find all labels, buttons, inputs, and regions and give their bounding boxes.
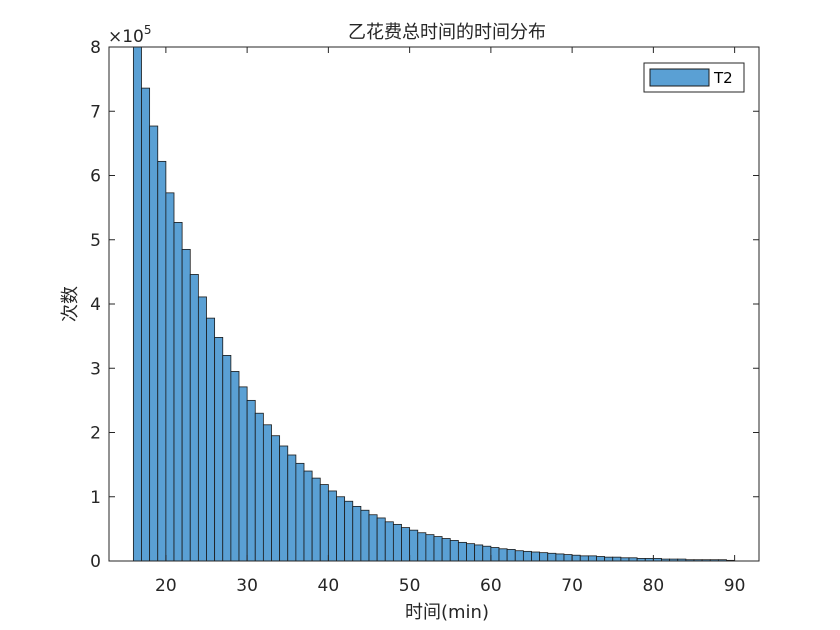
histogram-bar xyxy=(360,509,370,562)
histogram-bar xyxy=(254,412,264,562)
histogram-bar xyxy=(214,337,224,562)
histogram-bar xyxy=(498,548,508,562)
histogram-bar xyxy=(384,521,394,562)
histogram-bar xyxy=(417,532,427,562)
chart-title: 乙花费总时间的时间分布 xyxy=(348,22,546,43)
histogram-bar xyxy=(506,549,516,562)
x-axis-ticks: 20 30 40 50 60 70 80 90 xyxy=(155,47,745,596)
legend-swatch-t2 xyxy=(649,68,710,87)
histogram-bar xyxy=(457,541,467,562)
y-tick-label: 4 xyxy=(90,295,101,315)
histogram-bar xyxy=(482,545,492,562)
y-tick-label: 3 xyxy=(90,359,101,379)
histogram-bar xyxy=(352,505,362,562)
histogram-bar xyxy=(449,540,459,562)
histogram-bar xyxy=(246,399,256,562)
histogram-bar xyxy=(222,354,232,562)
histogram-bar xyxy=(539,552,549,562)
histogram-bar xyxy=(311,477,321,562)
x-tick-label: 20 xyxy=(155,576,177,596)
histogram-bar xyxy=(173,222,183,562)
histogram-bar xyxy=(206,317,216,562)
y-axis-multiplier: ×105 xyxy=(108,23,152,47)
histogram-bar xyxy=(132,46,142,562)
y-tick-label: 7 xyxy=(90,102,101,122)
legend: T2 xyxy=(643,62,745,93)
x-tick-label: 30 xyxy=(236,576,258,596)
x-tick-label: 80 xyxy=(643,576,665,596)
histogram-bar xyxy=(587,555,597,562)
histogram-bar xyxy=(271,435,281,562)
y-axis-multiplier-base: ×10 xyxy=(108,27,144,47)
legend-label-t2: T2 xyxy=(713,69,733,87)
histogram-bar xyxy=(295,462,305,562)
x-tick-label: 50 xyxy=(399,576,421,596)
histogram-bar xyxy=(141,87,151,562)
x-tick-label: 70 xyxy=(561,576,583,596)
y-tick-label: 2 xyxy=(90,424,101,444)
histogram-bar xyxy=(612,556,622,562)
y-axis-label: 次数 xyxy=(60,286,81,322)
histogram-bar xyxy=(303,470,313,562)
histogram-bar xyxy=(319,484,329,562)
histogram-bar xyxy=(149,125,159,562)
histogram-bar xyxy=(336,496,346,562)
y-tick-label: 1 xyxy=(90,488,101,508)
histogram-bar xyxy=(401,527,411,562)
histogram-bar xyxy=(547,552,557,562)
histogram-bar xyxy=(279,445,289,562)
y-tick-label: 6 xyxy=(90,167,101,187)
histogram-bar xyxy=(368,514,378,562)
histogram-bar xyxy=(522,550,532,562)
histogram-bar xyxy=(344,500,354,562)
y-tick-label: 8 xyxy=(90,38,101,58)
histogram-bar xyxy=(376,517,386,562)
histogram-bar xyxy=(157,160,167,562)
histogram-bar xyxy=(181,248,191,562)
histogram-bar xyxy=(197,296,207,562)
histogram-bar xyxy=(571,554,581,562)
histogram-bar xyxy=(327,490,337,562)
y-axis-multiplier-exponent: 5 xyxy=(144,23,152,37)
x-axis-label: 时间(min) xyxy=(405,602,489,623)
histogram-bar xyxy=(165,192,175,562)
histogram-bar xyxy=(441,538,451,562)
histogram-bar xyxy=(531,551,541,562)
histogram-bar xyxy=(604,556,614,562)
histogram-bar xyxy=(189,274,199,562)
histogram-bar xyxy=(409,529,419,562)
histogram-bar xyxy=(238,386,248,562)
x-tick-label: 90 xyxy=(724,576,746,596)
x-tick-label: 60 xyxy=(480,576,502,596)
histogram-bar xyxy=(596,556,606,562)
histogram-bar xyxy=(555,553,565,562)
histogram-bar xyxy=(466,543,476,562)
histogram-bar xyxy=(433,536,443,562)
x-tick-label: 40 xyxy=(318,576,340,596)
histogram-bar xyxy=(425,534,435,562)
histogram-bar xyxy=(287,454,297,562)
y-tick-label: 0 xyxy=(90,552,101,572)
histogram-bar xyxy=(490,547,500,562)
y-axis-ticks: 0 1 2 3 4 5 6 7 8 xyxy=(90,38,759,572)
histogram-bar xyxy=(563,554,573,562)
histogram-bar xyxy=(392,523,402,562)
y-tick-label: 5 xyxy=(90,231,101,251)
histogram-bar xyxy=(579,555,589,562)
histogram-bar xyxy=(262,424,272,562)
histogram-bar xyxy=(230,371,240,562)
histogram-bar xyxy=(474,544,484,562)
histogram-bar xyxy=(514,550,524,562)
